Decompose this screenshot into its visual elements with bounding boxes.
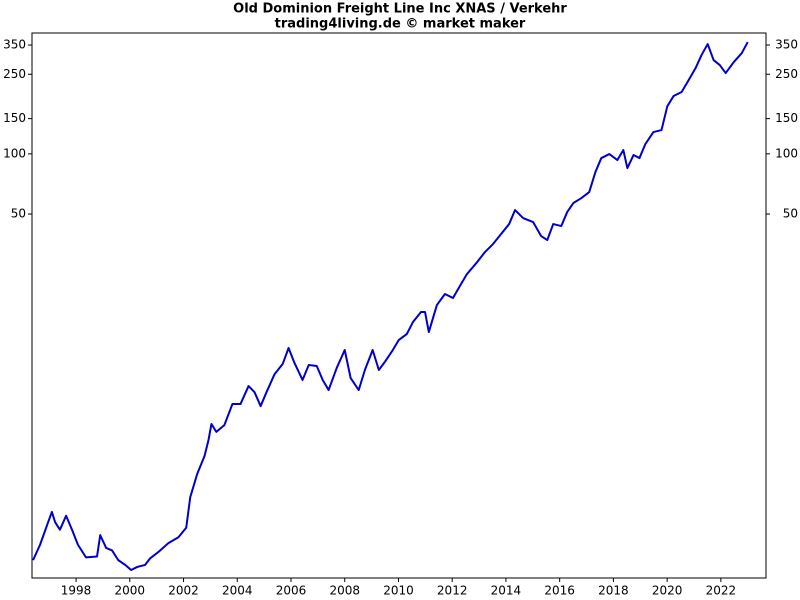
x-tick-label: 2020 (652, 584, 683, 598)
y-tick-label: 350 (3, 38, 26, 52)
x-tick-label: 2022 (706, 584, 737, 598)
y2-tick-label: 150 (775, 111, 798, 125)
price-line (32, 41, 749, 571)
x-tick-label: 2018 (598, 584, 629, 598)
x-tick-label: 2004 (222, 584, 253, 598)
x-tick-label: 2006 (276, 584, 307, 598)
y-tick-label: 150 (3, 111, 26, 125)
chart-subtitle: trading4living.de © market maker (275, 17, 526, 32)
x-tick-label: 2012 (437, 584, 468, 598)
x-tick-label: 2010 (383, 584, 414, 598)
y-tick-label: 100 (3, 146, 26, 160)
y2-tick-label: 250 (775, 67, 798, 81)
x-tick-label: 2014 (491, 584, 522, 598)
x-tick-label: 2000 (115, 584, 146, 598)
x-tick-label: 2016 (544, 584, 575, 598)
y2-tick-label: 350 (775, 38, 798, 52)
y2-tick-label: 50 (783, 207, 798, 221)
plot-frame (31, 32, 767, 579)
y2-tick-label: 100 (775, 146, 798, 160)
chart-title: Old Dominion Freight Line Inc XNAS / Ver… (233, 2, 567, 17)
y-tick-label: 250 (3, 67, 26, 81)
x-tick-label: 2008 (329, 584, 360, 598)
y-tick-label: 50 (11, 207, 26, 221)
x-tick-label: 1998 (61, 584, 92, 598)
x-tick-label: 2002 (168, 584, 199, 598)
